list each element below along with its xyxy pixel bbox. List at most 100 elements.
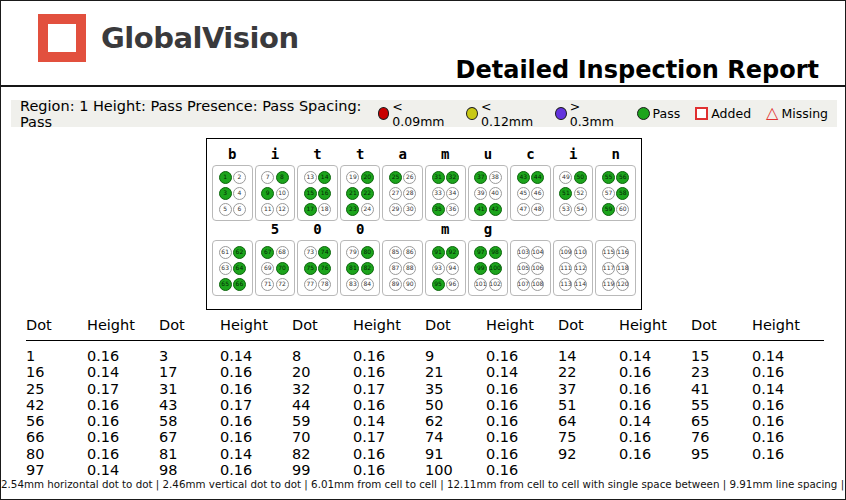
braille-dot-raised: 56: [616, 171, 629, 184]
dot-table-cell: 95: [691, 446, 752, 462]
braille-letter-label: i: [553, 146, 594, 165]
braille-dot-empty: 85: [389, 246, 402, 259]
dot-table-cell: 64: [558, 413, 619, 429]
braille-cell: 131415161718: [297, 165, 338, 221]
legend-item: < 0.12mm: [466, 99, 540, 129]
dot-table-cell: [752, 462, 824, 478]
dot-table-cell: 0.16: [486, 429, 558, 445]
dot-table-cell: 100: [425, 462, 486, 478]
braille-dot-empty: 88: [403, 262, 416, 275]
braille-dot-empty: 83: [346, 278, 359, 291]
braille-dot-empty: 119: [602, 278, 615, 291]
braille-letter-row: 500mg: [212, 221, 636, 240]
dot-table-cell: 0.14: [353, 413, 425, 429]
braille-dot-raised: 50: [574, 171, 587, 184]
dot-table-cell: 0.16: [220, 462, 292, 478]
braille-dot-empty: 36: [446, 203, 459, 216]
braille-dot-raised: 64: [233, 262, 246, 275]
braille-cell: 109110111112113114: [553, 240, 594, 296]
braille-letter-label: [595, 221, 636, 240]
dot-table-row: 560.16580.16590.14620.16640.14650.16: [26, 413, 824, 429]
dot-table-cell: 0.14: [619, 348, 691, 364]
braille-dot-empty: 60: [616, 203, 629, 216]
dot-table-header-cell: Dot: [159, 317, 220, 337]
braille-cell: 103104105106107108: [510, 240, 551, 296]
braille-letter-label: n: [595, 146, 636, 165]
braille-dot-raised: 91: [432, 246, 445, 259]
braille-dot-raised: 22: [361, 187, 374, 200]
legend-item: > 0.3mm: [555, 99, 622, 129]
braille-letter-label: 0: [340, 221, 381, 240]
braille-dot-empty: 63: [219, 262, 232, 275]
dot-table-cell: 20: [292, 364, 353, 380]
braille-dot-raised: 8: [276, 171, 289, 184]
braille-dot-empty: 29: [389, 203, 402, 216]
braille-dot-empty: 46: [531, 187, 544, 200]
dot-table-cell: 23: [691, 364, 752, 380]
braille-dot-empty: 102: [489, 278, 502, 291]
dot-table-row: 250.17310.16320.17350.16370.16410.14: [26, 381, 824, 397]
braille-letter-label: g: [468, 221, 509, 240]
legend-item-label: > 0.3mm: [570, 99, 622, 129]
legend-circle-icon: [378, 107, 390, 120]
braille-cell: 373839404142: [468, 165, 509, 221]
braille-dot-empty: 114: [574, 278, 587, 291]
dot-table-cell: [691, 462, 752, 478]
braille-dot-empty: 57: [602, 187, 615, 200]
dot-table-cell: 14: [558, 348, 619, 364]
braille-dot-raised: 55: [602, 171, 615, 184]
braille-dot-empty: 26: [403, 171, 416, 184]
braille-dot-raised: 9: [261, 187, 274, 200]
braille-letter-label: b: [212, 146, 253, 165]
dot-table-cell: 31: [159, 381, 220, 397]
braille-dot-raised: 41: [474, 203, 487, 216]
dot-table-cell: 25: [26, 381, 87, 397]
braille-cells-row: 6162636465666768697071727374757677787980…: [212, 240, 636, 296]
dot-table-cell: 21: [425, 364, 486, 380]
legend: < 0.09mm< 0.12mm> 0.3mmPassAdded△Missing: [378, 99, 828, 129]
braille-dot-empty: 18: [318, 203, 331, 216]
braille-dot-raised: 100: [489, 262, 502, 275]
braille-dot-empty: 86: [403, 246, 416, 259]
dot-table-cell: 97: [26, 462, 87, 478]
braille-dot-raised: 32: [446, 171, 459, 184]
footer-note: 2.54mm horizontal dot to dot | 2.46mm ve…: [1, 478, 846, 490]
dot-table-cell: 0.16: [752, 429, 824, 445]
dot-table-cell: 66: [26, 429, 87, 445]
braille-dot-empty: 113: [559, 278, 572, 291]
braille-letter-row: bittamucin: [212, 146, 636, 165]
dot-table-cell: 75: [558, 429, 619, 445]
dot-table-cell: 16: [26, 364, 87, 380]
braille-dot-raised: 92: [446, 246, 459, 259]
braille-dot-empty: 12: [276, 203, 289, 216]
braille-dot-raised: 74: [318, 246, 331, 259]
braille-cell: 616263646566: [212, 240, 253, 296]
braille-dot-empty: 6: [233, 203, 246, 216]
dot-table-cell: 0.14: [752, 381, 824, 397]
dot-table-cell: 0.16: [619, 429, 691, 445]
dot-table-cell: 0.17: [220, 397, 292, 413]
dot-table-cell: 32: [292, 381, 353, 397]
dot-table-header-cell: Height: [486, 317, 558, 337]
braille-dot-empty: 118: [616, 262, 629, 275]
braille-dot-empty: 96: [446, 278, 459, 291]
braille-dot-empty: 108: [531, 278, 544, 291]
braille-dot-raised: 99: [474, 262, 487, 275]
braille-dot-empty: 105: [517, 262, 530, 275]
dot-table-cell: 17: [159, 364, 220, 380]
dot-table-cell: [558, 462, 619, 478]
braille-dot-raised: 81: [346, 262, 359, 275]
braille-dot-raised: 17: [304, 203, 317, 216]
dot-table-header-cell: Dot: [425, 317, 486, 337]
braille-dot-raised: 65: [219, 278, 232, 291]
braille-dot-empty: 52: [574, 187, 587, 200]
braille-dot-raised: 16: [318, 187, 331, 200]
braille-dot-empty: 39: [474, 187, 487, 200]
dot-table-cell: 0.16: [619, 381, 691, 397]
braille-cell: 495051525354: [553, 165, 594, 221]
legend-item-label: < 0.09mm: [392, 99, 451, 129]
dot-table-cell: 0.16: [752, 364, 824, 380]
braille-dot-empty: 104: [531, 246, 544, 259]
braille-dot-empty: 40: [489, 187, 502, 200]
dot-table: DotHeightDotHeightDotHeightDotHeightDotH…: [26, 317, 824, 478]
